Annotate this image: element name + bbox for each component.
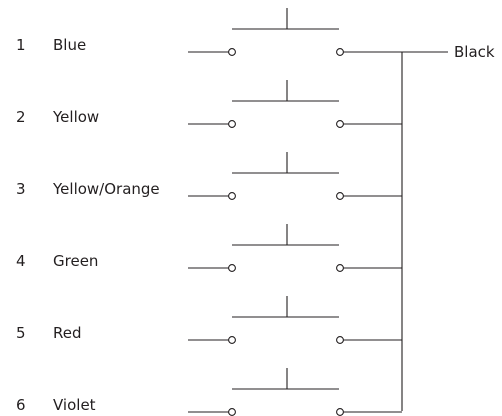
switch-3: 3 Yellow/Orange: [16, 152, 402, 200]
switch-number: 4: [16, 252, 26, 270]
wire-color-label: Blue: [53, 36, 86, 54]
wire-color-label: Yellow: [52, 108, 99, 126]
switch-6: 6 Violet: [16, 368, 402, 416]
switch-number: 2: [16, 108, 26, 126]
common-wire-label: Black: [454, 43, 495, 61]
switch-number: 3: [16, 180, 26, 198]
right-contact-terminal: [336, 408, 344, 416]
switch-number: 5: [16, 324, 26, 342]
switch-2: 2 Yellow: [16, 80, 402, 128]
switch-rows: 1 Blue 2 Yellow 3 Yellow/Orange 4 Green 5 Red 6 Vio…: [16, 8, 402, 416]
left-contact-terminal: [228, 264, 236, 272]
switch-5: 5 Red: [16, 296, 402, 344]
switch-number: 1: [16, 36, 26, 54]
wire-color-label: Red: [53, 324, 82, 342]
switch-4: 4 Green: [16, 224, 402, 272]
left-contact-terminal: [228, 408, 236, 416]
right-contact-terminal: [336, 264, 344, 272]
wire-color-label: Green: [53, 252, 98, 270]
wire-color-label: Violet: [53, 396, 96, 414]
switch-1: 1 Blue: [16, 8, 402, 56]
right-contact-terminal: [336, 336, 344, 344]
left-contact-terminal: [228, 48, 236, 56]
left-contact-terminal: [228, 120, 236, 128]
left-contact-terminal: [228, 336, 236, 344]
switch-number: 6: [16, 396, 26, 414]
right-contact-terminal: [336, 120, 344, 128]
wire-color-label: Yellow/Orange: [52, 180, 160, 198]
right-contact-terminal: [336, 48, 344, 56]
right-contact-terminal: [336, 192, 344, 200]
left-contact-terminal: [228, 192, 236, 200]
